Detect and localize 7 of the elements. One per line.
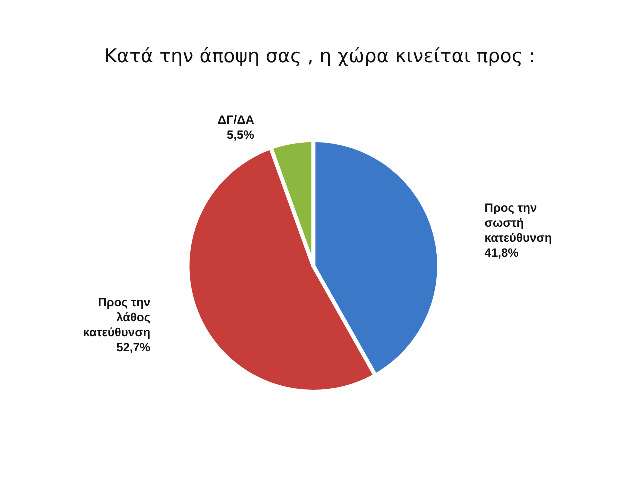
slice-label: ΔΓ/ΔΑ (218, 112, 255, 127)
data-label: 52,7% (116, 340, 151, 354)
slice-label: Προς την λάθος κατεύθυνση (83, 295, 151, 340)
slice-label: Προς την σωστή κατεύθυνση (484, 200, 552, 245)
chart-title: Κατά την άποψη σας , η χώρα κινείται προς : (104, 46, 536, 68)
data-label: 41,8% (484, 246, 520, 260)
data-label: 5,5% (227, 128, 255, 142)
